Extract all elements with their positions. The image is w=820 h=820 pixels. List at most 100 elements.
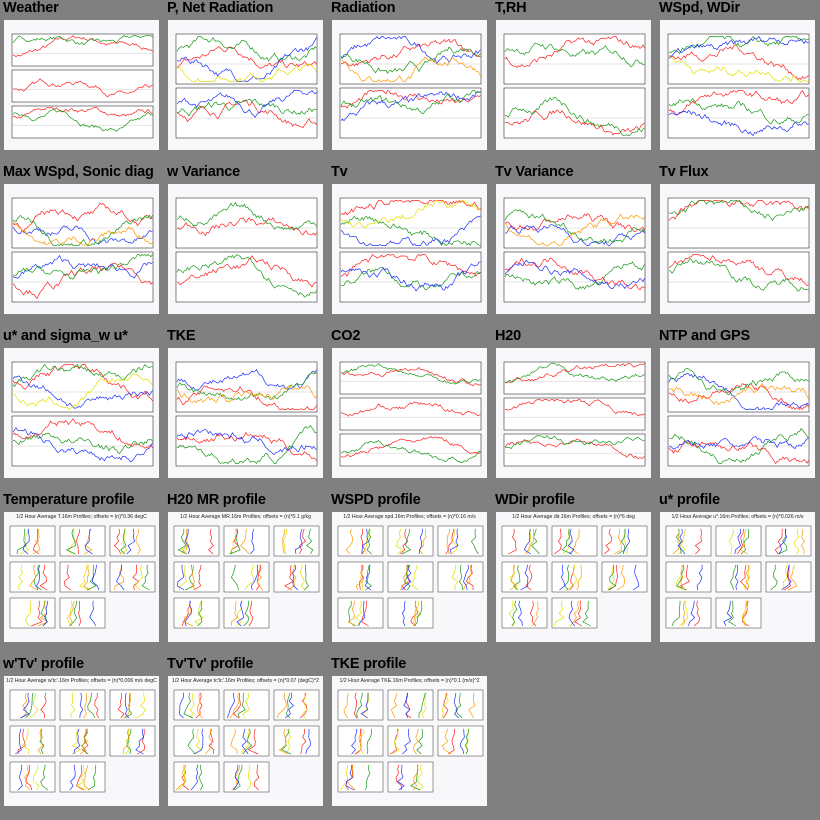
profile-line: [453, 692, 459, 719]
plot-thumbnail[interactable]: [168, 184, 323, 314]
profile-line: [413, 600, 417, 627]
series-line: [668, 35, 809, 55]
profile-line: [470, 528, 479, 555]
profile-line: [94, 692, 100, 719]
profile-subplot: [109, 725, 156, 757]
plot-thumbnail[interactable]: 1/2 Hour Average T.16m Profiles; offsets…: [4, 512, 159, 642]
profile-line: [205, 728, 213, 755]
profile-line: [68, 600, 78, 627]
plot-thumbnail[interactable]: [660, 348, 815, 478]
plot-image: [503, 33, 646, 139]
profile-line: [508, 528, 517, 555]
plot-thumbnail[interactable]: [496, 20, 651, 150]
profile-line: [676, 564, 687, 591]
profile-line: [16, 528, 27, 555]
profile-line: [677, 528, 686, 555]
plot-thumbnail[interactable]: 1/2 Hour Average tc'tc'.16m Profiles; of…: [168, 676, 323, 806]
profile-line: [451, 528, 458, 555]
profile-line: [351, 728, 358, 755]
profile-line: [340, 764, 349, 791]
profile-line: [417, 764, 424, 791]
profile-subplot: [715, 597, 762, 629]
profile-line: [553, 600, 565, 627]
plot-thumbnail[interactable]: [4, 348, 159, 478]
profile-line: [248, 600, 254, 627]
profile-line: [230, 564, 239, 591]
profile-subplot: [715, 561, 762, 593]
plot-thumbnail[interactable]: [168, 20, 323, 150]
profile-line: [229, 692, 240, 719]
plot-thumbnail[interactable]: [660, 20, 815, 150]
series-line: [340, 436, 481, 458]
profile-line: [532, 600, 539, 627]
plot-image: [175, 361, 318, 467]
profile-line: [116, 564, 125, 591]
profile-line: [553, 528, 562, 555]
plot-thumbnail[interactable]: [168, 348, 323, 478]
profile-line: [31, 600, 43, 627]
plot-thumbnail[interactable]: [496, 184, 651, 314]
profile-line: [414, 600, 423, 627]
profile-line: [120, 528, 128, 555]
plot-thumbnail[interactable]: 1/2 Hour Average u*.16m Profiles; offset…: [660, 512, 815, 642]
series-line: [668, 440, 809, 465]
profile-line: [178, 692, 184, 719]
profile-line: [176, 564, 185, 591]
profile-line: [84, 528, 93, 555]
series-line: [12, 254, 153, 279]
profile-line: [418, 692, 426, 718]
profile-line: [17, 764, 23, 791]
plot-thumbnail[interactable]: [4, 184, 159, 314]
plot-title: w Variance: [167, 164, 240, 180]
plot-thumbnail[interactable]: 1/2 Hour Average spd.16m Profiles; offse…: [332, 512, 487, 642]
plot-thumbnail[interactable]: 1/2 Hour Average w'tc'.16m Profiles; off…: [4, 676, 159, 806]
plot-thumbnail[interactable]: 1/2 Hour Average MR.16m Profiles; offset…: [168, 512, 323, 642]
plot-title: WSPD profile: [331, 492, 421, 508]
profile-line: [562, 528, 571, 555]
profile-line: [693, 600, 700, 627]
profile-line: [576, 564, 582, 591]
profile-line: [135, 528, 141, 555]
plot-thumbnail[interactable]: [332, 20, 487, 150]
profile-line: [355, 564, 365, 591]
series-line: [668, 367, 809, 396]
profile-line: [66, 600, 73, 627]
profile-line: [284, 564, 294, 591]
series-line: [176, 89, 317, 119]
series-line: [12, 220, 153, 246]
profile-line: [740, 528, 750, 555]
plot-title: Tv Variance: [495, 164, 574, 180]
profile-line: [80, 728, 88, 755]
plot-panel: [175, 197, 318, 249]
plot-thumbnail[interactable]: 1/2 Hour Average dir.16m Profiles; offse…: [496, 512, 651, 642]
plot-thumbnail[interactable]: [660, 184, 815, 314]
profile-line: [253, 764, 260, 791]
profile-line: [63, 564, 72, 591]
profile-line: [184, 600, 192, 627]
series-line: [668, 372, 809, 410]
profile-subplot: [665, 561, 712, 593]
plot-thumbnail[interactable]: [332, 348, 487, 478]
plot-image: [9, 689, 156, 793]
profile-line: [78, 600, 81, 627]
plot-image: [339, 361, 482, 467]
plot-thumbnail[interactable]: [332, 184, 487, 314]
profile-line: [282, 528, 287, 555]
profile-line: [413, 764, 419, 791]
series-line: [504, 261, 645, 290]
plot-title: Tv: [331, 164, 348, 180]
series-line: [12, 214, 153, 247]
plot-panel: [11, 33, 154, 67]
plot-cell: WSpd, WDir: [656, 0, 820, 164]
profile-line: [400, 564, 408, 591]
plot-thumbnail[interactable]: [496, 348, 651, 478]
profile-line: [244, 564, 255, 591]
plot-thumbnail[interactable]: [4, 20, 159, 150]
series-line: [340, 215, 481, 247]
profile-line: [117, 692, 125, 719]
profile-line: [234, 764, 243, 791]
series-line: [12, 78, 153, 98]
profile-line: [401, 528, 412, 555]
plot-title: WDir profile: [495, 492, 575, 508]
plot-thumbnail[interactable]: 1/2 Hour Average TKE.16m Profiles; offse…: [332, 676, 487, 806]
